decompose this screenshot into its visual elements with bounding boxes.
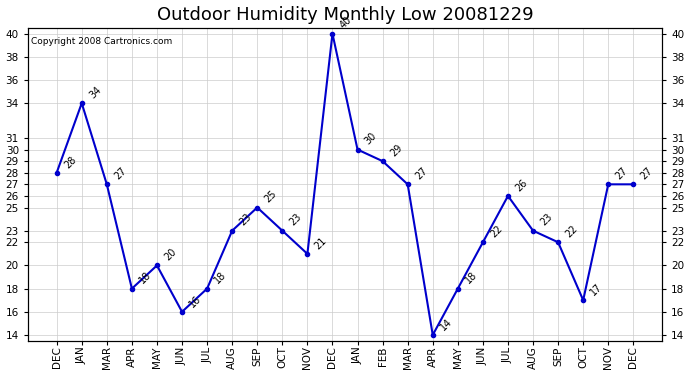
Text: 29: 29 — [388, 142, 404, 158]
Text: 27: 27 — [639, 166, 655, 182]
Text: 34: 34 — [88, 85, 103, 100]
Text: 20: 20 — [163, 247, 178, 262]
Text: 26: 26 — [513, 177, 529, 193]
Text: 40: 40 — [338, 15, 354, 31]
Text: 27: 27 — [413, 166, 429, 182]
Text: 27: 27 — [614, 166, 630, 182]
Title: Outdoor Humidity Monthly Low 20081229: Outdoor Humidity Monthly Low 20081229 — [157, 6, 533, 24]
Text: 23: 23 — [238, 212, 253, 228]
Text: 22: 22 — [489, 224, 504, 240]
Text: 21: 21 — [313, 235, 328, 251]
Text: 22: 22 — [564, 224, 580, 240]
Text: 23: 23 — [539, 212, 555, 228]
Text: 18: 18 — [137, 270, 153, 286]
Text: 23: 23 — [288, 212, 304, 228]
Text: 18: 18 — [464, 270, 479, 286]
Text: 25: 25 — [263, 189, 279, 205]
Text: 17: 17 — [589, 282, 604, 297]
Text: Copyright 2008 Cartronics.com: Copyright 2008 Cartronics.com — [31, 37, 172, 46]
Text: 27: 27 — [112, 166, 128, 182]
Text: 28: 28 — [62, 154, 78, 170]
Text: 30: 30 — [363, 131, 379, 147]
Text: 18: 18 — [213, 270, 228, 286]
Text: 16: 16 — [188, 293, 204, 309]
Text: 14: 14 — [438, 316, 454, 332]
